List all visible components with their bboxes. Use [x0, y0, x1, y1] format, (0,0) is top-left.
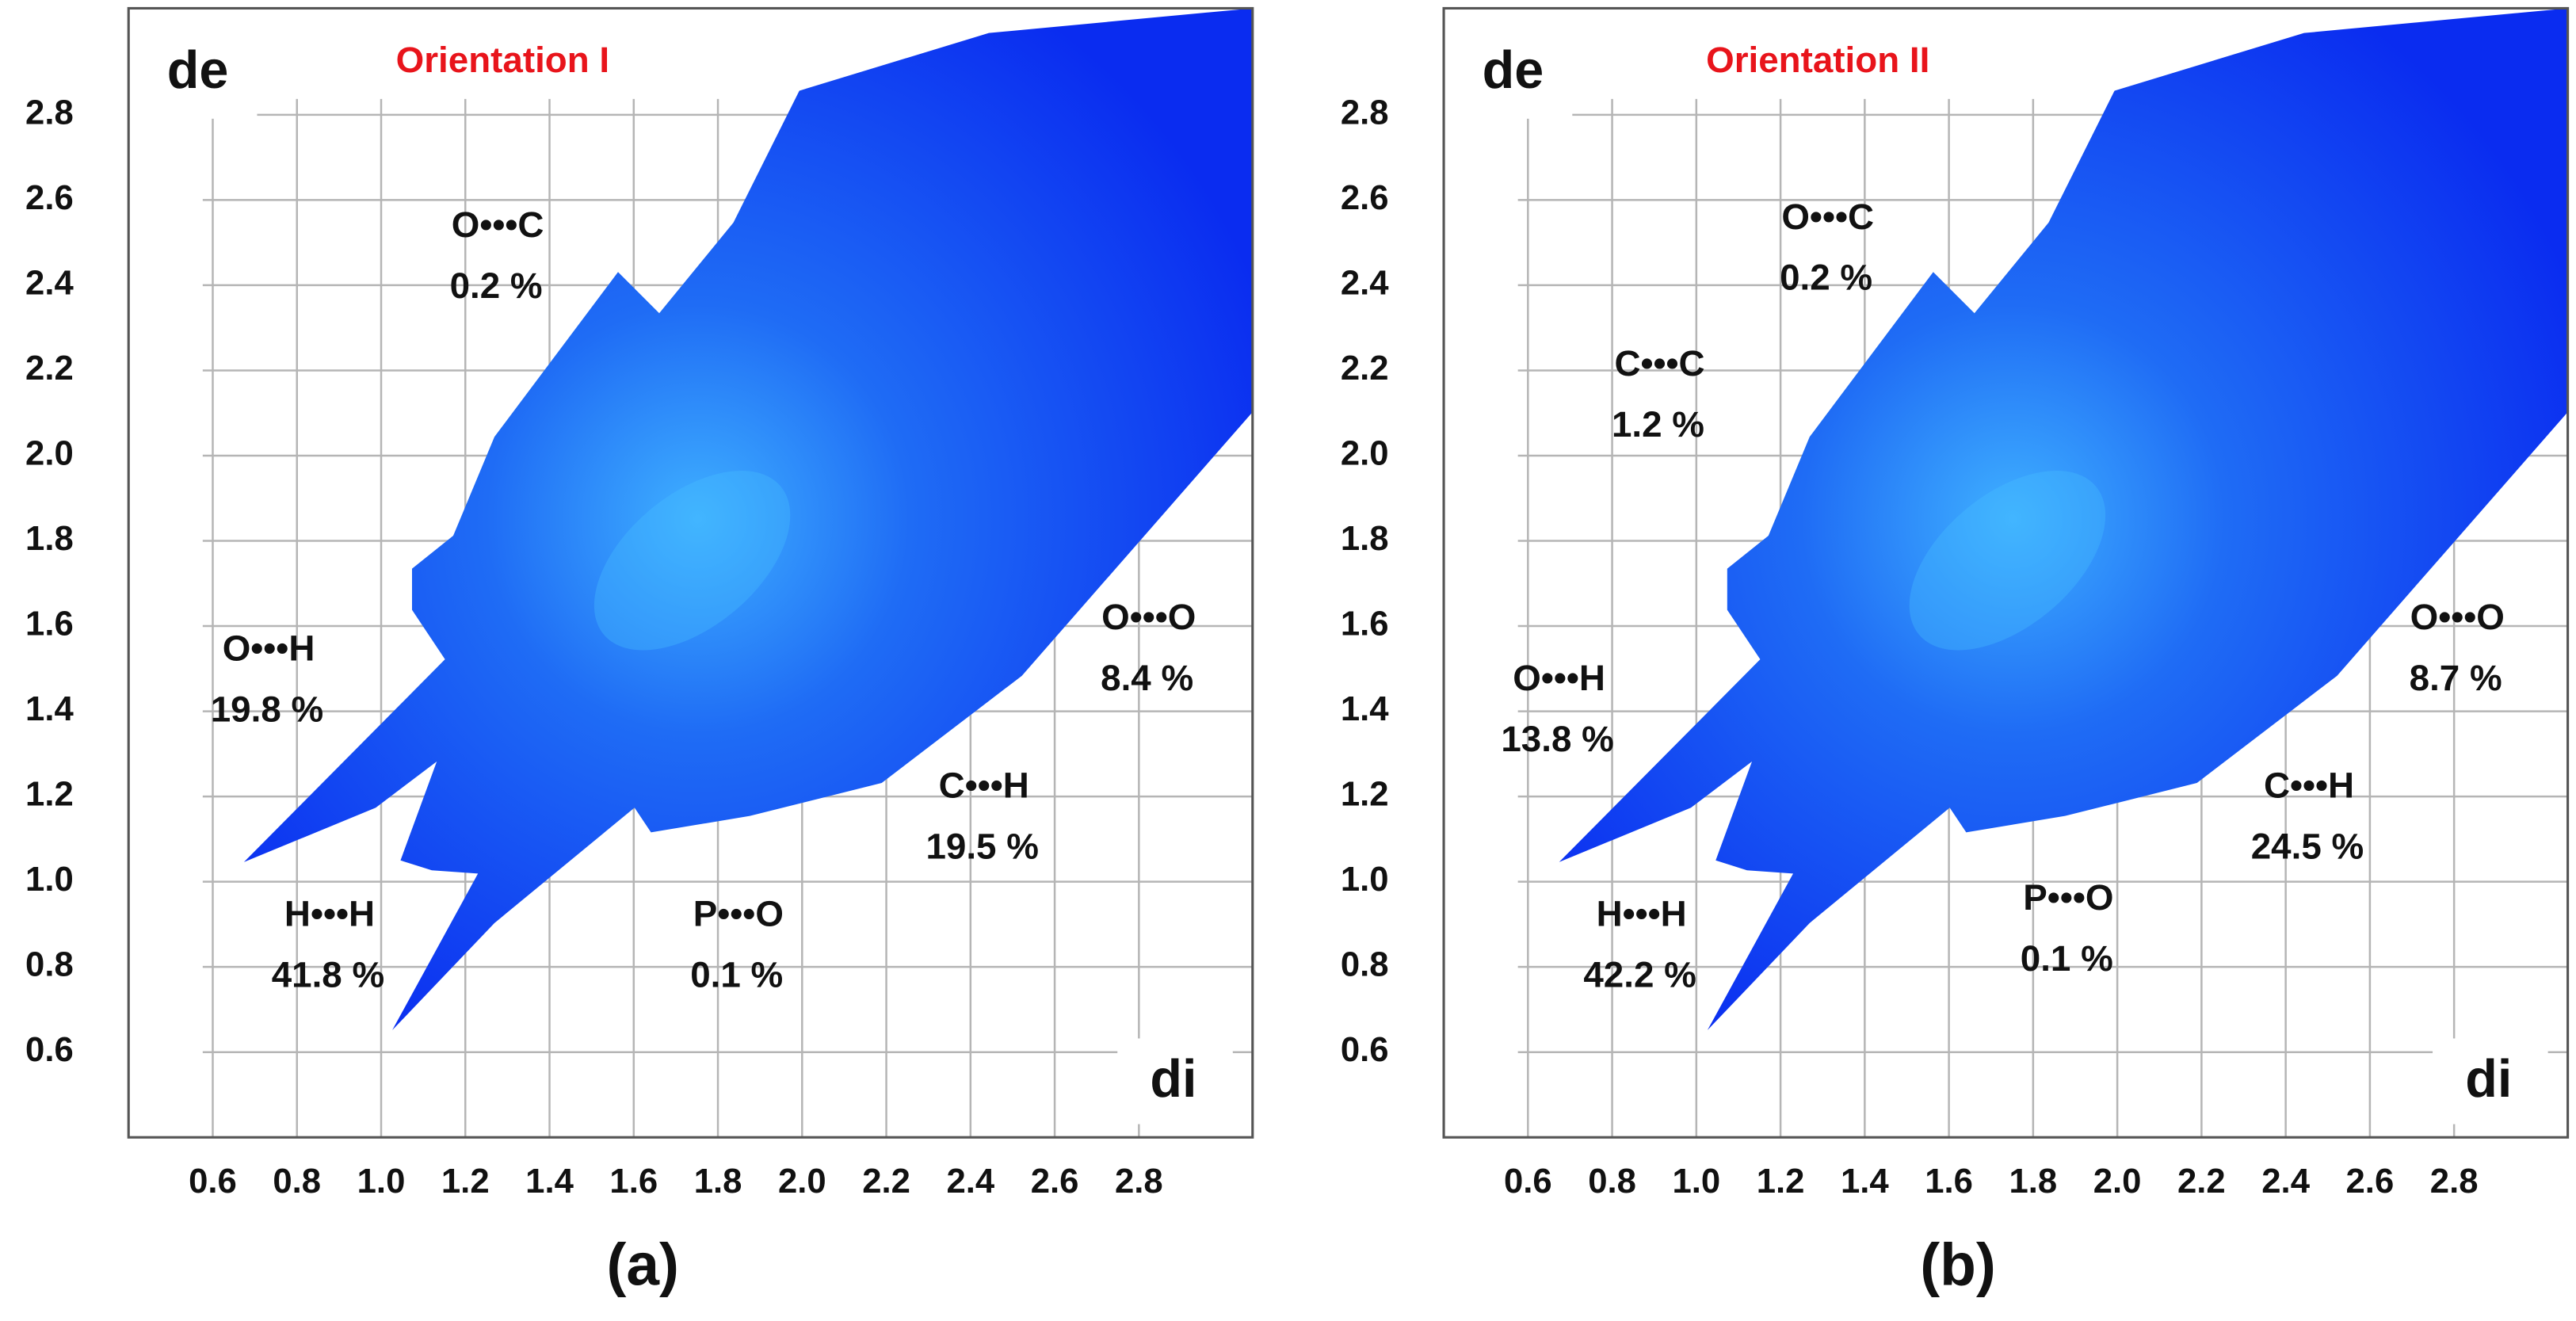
annotation-label: O•••H — [1513, 658, 1605, 698]
label-bg — [1674, 32, 1963, 93]
annotation-label: H•••H — [284, 894, 375, 934]
caption: (a) — [606, 1231, 679, 1297]
x-tick-label: 2.6 — [2346, 1162, 2395, 1201]
x-tick-label: 0.8 — [273, 1162, 321, 1201]
x-tick-label: 2.0 — [2093, 1162, 2142, 1201]
x-tick-label: 1.2 — [1757, 1162, 1805, 1201]
annotation-value: 42.2 % — [1583, 955, 1696, 995]
annotation-label: O•••H — [223, 628, 315, 669]
density-core — [1909, 471, 2106, 651]
density-area — [1559, 8, 2568, 1031]
y-tick-label: 1.0 — [1341, 860, 1389, 899]
annotation-label: O•••C — [452, 204, 544, 245]
x-tick-label: 1.4 — [1841, 1162, 1889, 1201]
annotation-value: 0.2 % — [450, 265, 543, 306]
annotation-label: O•••C — [1781, 197, 1874, 237]
x-tick-label: 2.8 — [2430, 1162, 2479, 1201]
y-tick-label: 2.6 — [1341, 178, 1389, 217]
y-tick-label: 1.2 — [25, 775, 74, 814]
panel: 0.6 0.8 1.0 1.2 1.4 1.6 1.8 2.0 2.2 2.4 2.6 2.8 0.6 0… — [25, 6, 1254, 1297]
annotation-value: 8.4 % — [1101, 658, 1193, 698]
x-tick-label: 1.0 — [357, 1162, 406, 1201]
y-tick-label: 0.6 — [25, 1030, 74, 1069]
y-tick-label: 2.8 — [25, 93, 74, 132]
annotation-label: H•••H — [1597, 894, 1687, 934]
chart-title: Orientation I — [396, 40, 609, 80]
x-tick-label: 1.6 — [609, 1162, 658, 1201]
y-tick-label: 2.0 — [1341, 434, 1389, 473]
y-tick-label: 2.2 — [1341, 349, 1389, 388]
x-tick-label: 0.6 — [189, 1162, 237, 1201]
annotation-label: P•••O — [2023, 877, 2113, 918]
y-tick-label: 2.4 — [25, 263, 74, 302]
x-tick-label: 2.4 — [946, 1162, 994, 1201]
x-tick-label: 0.8 — [1588, 1162, 1636, 1201]
annotation-value: 24.5 % — [2251, 826, 2364, 866]
x-tick-label: 2.8 — [1115, 1162, 1163, 1201]
y-tick-label: 2.8 — [1341, 93, 1389, 132]
annotation-value: 8.7 % — [2410, 658, 2502, 698]
y-tick-label: 2.0 — [25, 434, 74, 473]
annotation-value: 13.8 % — [1501, 719, 1613, 759]
annotation-value: 41.8 % — [272, 955, 384, 995]
y-tick-label: 1.4 — [25, 689, 74, 728]
label-bg — [359, 32, 648, 93]
x-tick-label: 2.4 — [2261, 1162, 2310, 1201]
annotation-label: C•••H — [2264, 765, 2354, 805]
x-tick-label: 2.2 — [862, 1162, 910, 1201]
annotation-label: P•••O — [693, 894, 784, 934]
x-tick-label: 2.2 — [2177, 1162, 2226, 1201]
y-tick-label: 0.8 — [25, 945, 74, 984]
x-axis-label: di — [2465, 1050, 2512, 1109]
y-axis-label: de — [167, 41, 229, 100]
annotation-label: O•••O — [1101, 597, 1196, 637]
density-area — [243, 8, 1253, 1031]
y-tick-label: 2.2 — [25, 349, 74, 388]
annotation-value: 0.2 % — [1780, 258, 1872, 298]
plot-frame — [127, 6, 1254, 1139]
y-tick-label: 1.6 — [1341, 605, 1389, 643]
caption: (b) — [1920, 1231, 1996, 1297]
annotation-label: O•••O — [2410, 597, 2505, 637]
annotation-value: 0.1 % — [690, 955, 783, 995]
y-tick-label: 1.8 — [25, 519, 74, 558]
x-tick-label: 1.0 — [1672, 1162, 1720, 1201]
y-tick-label: 1.8 — [1341, 519, 1389, 558]
x-tick-label: 1.2 — [441, 1162, 490, 1201]
fingerprint-region — [1559, 8, 2568, 1031]
y-tick-label: 1.4 — [1341, 689, 1389, 728]
y-tick-label: 0.8 — [1341, 945, 1389, 984]
x-axis-label: di — [1150, 1050, 1196, 1109]
annotation-value: 1.2 % — [1612, 404, 1704, 445]
y-tick-label: 2.4 — [1341, 263, 1389, 302]
density-core — [593, 471, 791, 651]
x-tick-label: 1.6 — [1925, 1162, 1973, 1201]
label-bg — [141, 32, 258, 119]
annotation-value: 0.1 % — [2021, 938, 2113, 979]
y-tick-label: 1.2 — [1341, 775, 1389, 814]
y-tick-label: 1.0 — [25, 860, 74, 899]
x-tick-label: 2.6 — [1031, 1162, 1079, 1201]
annotation-value: 19.8 % — [211, 689, 323, 730]
plot-frame — [1442, 6, 2570, 1139]
label-bg — [2433, 1038, 2548, 1124]
annotation-label: C•••C — [1614, 343, 1704, 384]
annotation-value: 19.5 % — [925, 826, 1038, 866]
x-tick-label: 1.8 — [694, 1162, 742, 1201]
chart-title: Orientation II — [1706, 40, 1929, 80]
label-bg — [1456, 32, 1573, 119]
annotation-label: C•••H — [939, 765, 1029, 805]
y-axis-label: de — [1483, 41, 1544, 100]
x-tick-label: 1.4 — [525, 1162, 574, 1201]
y-tick-label: 0.6 — [1341, 1030, 1389, 1069]
y-tick-label: 2.6 — [25, 178, 74, 217]
x-tick-label: 0.6 — [1504, 1162, 1552, 1201]
fingerprint-region — [243, 8, 1253, 1031]
y-tick-label: 1.6 — [25, 605, 74, 643]
x-tick-label: 2.0 — [778, 1162, 826, 1201]
label-bg — [1117, 1038, 1233, 1124]
x-tick-label: 1.8 — [2009, 1162, 2058, 1201]
panel: 0.6 0.8 1.0 1.2 1.4 1.6 1.8 2.0 2.2 2.4 2.6 2.8 0.6 0… — [1341, 6, 2570, 1297]
